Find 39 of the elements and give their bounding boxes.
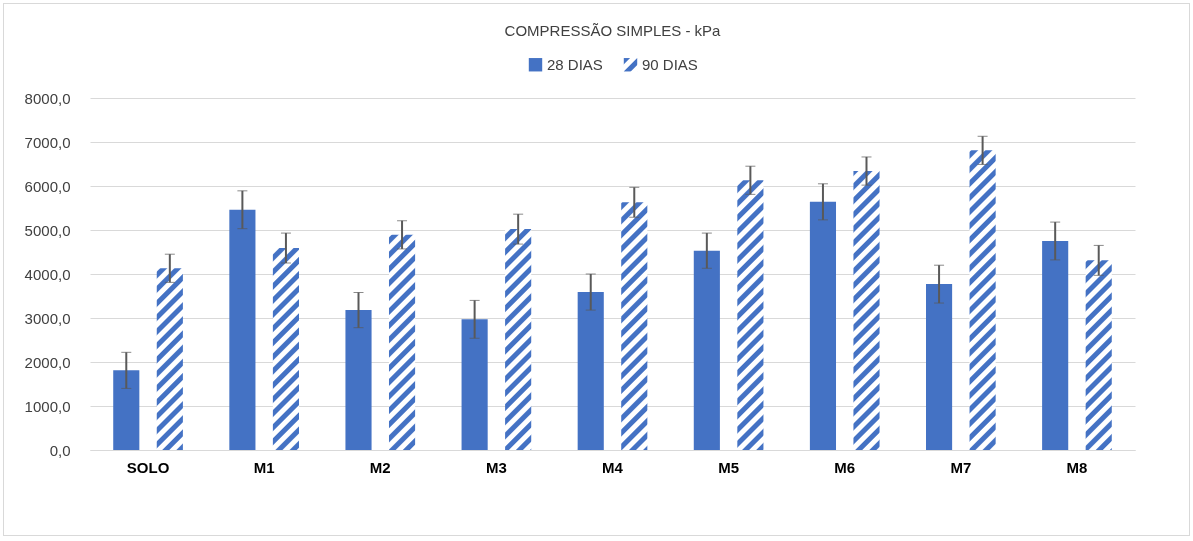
bar <box>853 171 880 450</box>
y-tick-label: 1000,0 <box>24 397 71 415</box>
x-tick-label: M5 <box>718 458 740 476</box>
bar <box>577 292 604 450</box>
bar <box>272 248 299 450</box>
bar <box>1085 260 1112 450</box>
chart-title: COMPRESSÃO SIMPLES - kPa <box>504 22 722 39</box>
x-tick-label: M3 <box>485 458 507 476</box>
x-tick-label: SOLO <box>126 458 170 476</box>
bar <box>229 209 256 450</box>
bar <box>388 234 416 450</box>
y-tick-label: 8000,0 <box>24 89 71 107</box>
bar <box>621 202 648 450</box>
bar <box>113 370 140 450</box>
bar <box>345 310 372 450</box>
y-tick-label: 0,0 <box>49 441 71 459</box>
bar <box>926 284 953 450</box>
y-tick-label: 6000,0 <box>24 177 71 195</box>
x-tick-label: M4 <box>602 458 624 476</box>
y-tick-label: 2000,0 <box>24 353 71 371</box>
bar <box>737 180 764 450</box>
legend-label: 90 DIAS <box>642 55 698 73</box>
bar <box>969 150 996 450</box>
x-tick-label: M6 <box>834 458 856 476</box>
y-tick-label: 4000,0 <box>24 265 71 283</box>
y-tick-label: 7000,0 <box>24 133 71 151</box>
bar <box>156 268 183 450</box>
bar <box>1042 241 1069 450</box>
bar <box>809 201 837 450</box>
x-tick-label: M8 <box>1066 458 1088 476</box>
x-tick-label: M2 <box>369 458 391 476</box>
bar <box>693 250 720 450</box>
y-tick-label: 5000,0 <box>24 221 71 239</box>
bar <box>505 229 532 450</box>
legend-label: 28 DIAS <box>547 55 603 73</box>
x-tick-label: M1 <box>253 458 275 476</box>
x-tick-label: M7 <box>950 458 972 476</box>
y-tick-label: 3000,0 <box>24 309 71 327</box>
bar <box>461 319 488 450</box>
